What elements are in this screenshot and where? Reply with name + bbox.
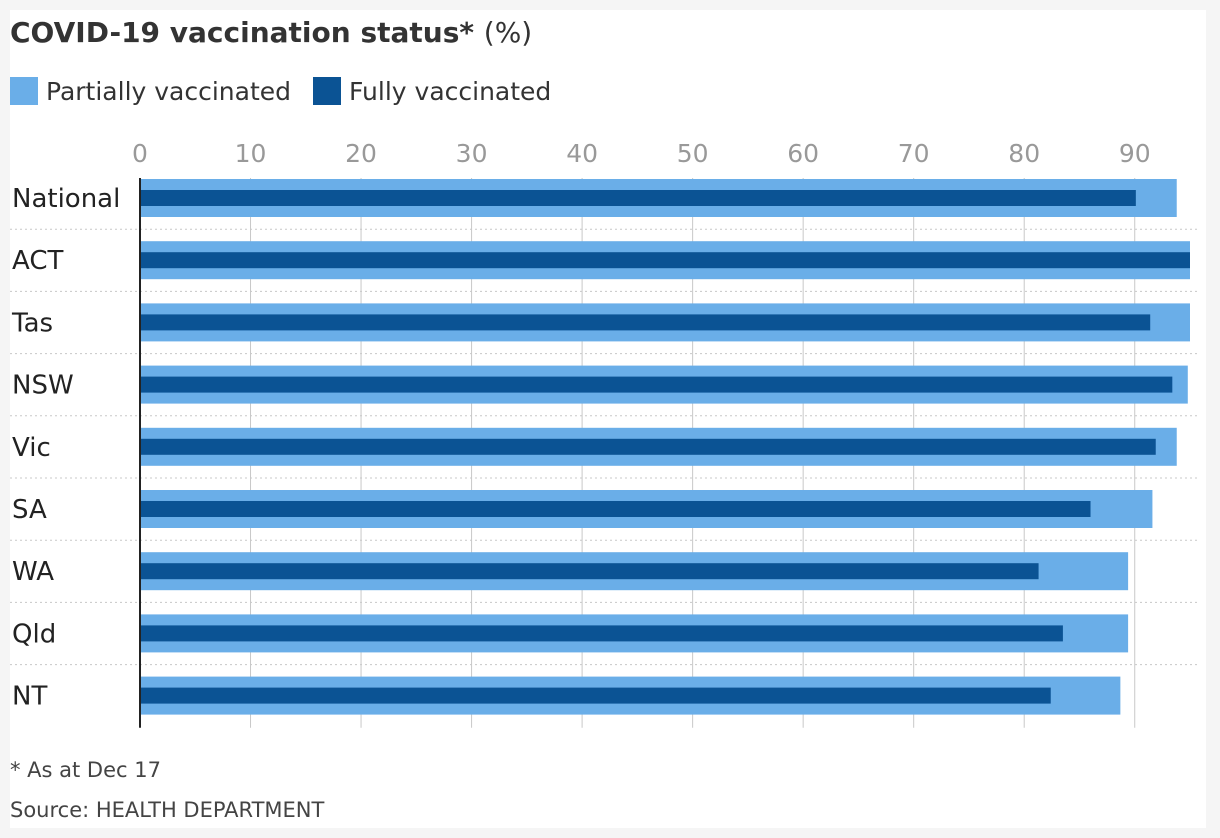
chart-title-main: COVID-19 vaccination status* xyxy=(10,16,475,49)
x-tick-label: 90 xyxy=(1119,139,1151,168)
chart-card: COVID-19 vaccination status* (%) Partial… xyxy=(10,10,1206,828)
legend-label-partial: Partially vaccinated xyxy=(46,76,292,106)
bar-fully-vaccinated xyxy=(140,438,1156,455)
category-label: Qld xyxy=(12,619,56,649)
category-label: WA xyxy=(12,557,54,587)
category-label: National xyxy=(12,184,120,214)
x-tick-label: 0 xyxy=(132,139,148,168)
chart-title-unit: (%) xyxy=(483,16,533,49)
x-tick-label: 30 xyxy=(456,139,488,168)
source-note: Source: HEALTH DEPARTMENT xyxy=(10,798,325,822)
x-tick-label: 40 xyxy=(566,139,598,168)
legend-item-full: Fully vaccinated xyxy=(313,77,551,106)
x-tick-label: 50 xyxy=(677,139,709,168)
legend-label-full: Fully vaccinated xyxy=(349,76,552,106)
category-label: ACT xyxy=(12,246,63,276)
legend-swatch-full xyxy=(313,77,342,105)
bar-fully-vaccinated xyxy=(140,563,1039,580)
x-tick-label: 20 xyxy=(345,139,377,168)
category-label: SA xyxy=(12,495,47,525)
legend: Partially vaccinated Fully vaccinated xyxy=(10,76,573,106)
legend-item-partial: Partially vaccinated xyxy=(10,77,291,106)
bar-fully-vaccinated xyxy=(140,376,1173,393)
category-label: NSW xyxy=(12,371,74,401)
x-tick-label: 60 xyxy=(787,139,819,168)
bar-fully-vaccinated xyxy=(140,687,1051,704)
bar-fully-vaccinated xyxy=(140,314,1151,331)
footnote: * As at Dec 17 xyxy=(10,758,161,782)
bar-fully-vaccinated xyxy=(140,501,1091,517)
category-label: NT xyxy=(12,682,47,712)
legend-swatch-partial xyxy=(10,77,38,105)
bar-fully-vaccinated xyxy=(140,625,1063,642)
x-tick-label: 70 xyxy=(898,139,930,168)
category-label: Vic xyxy=(12,433,51,463)
x-tick-label: 10 xyxy=(235,139,267,168)
bar-fully-vaccinated xyxy=(140,252,1190,269)
bar-fully-vaccinated xyxy=(140,190,1136,206)
bar-chart: 0 10 20 30 40 50 60 70 80 90 National ACT Tas NSW Vic S… xyxy=(10,139,1200,728)
chart-title: COVID-19 vaccination status* (%) xyxy=(10,16,532,49)
x-tick-label: 80 xyxy=(1008,139,1040,168)
category-label: Tas xyxy=(11,308,53,338)
